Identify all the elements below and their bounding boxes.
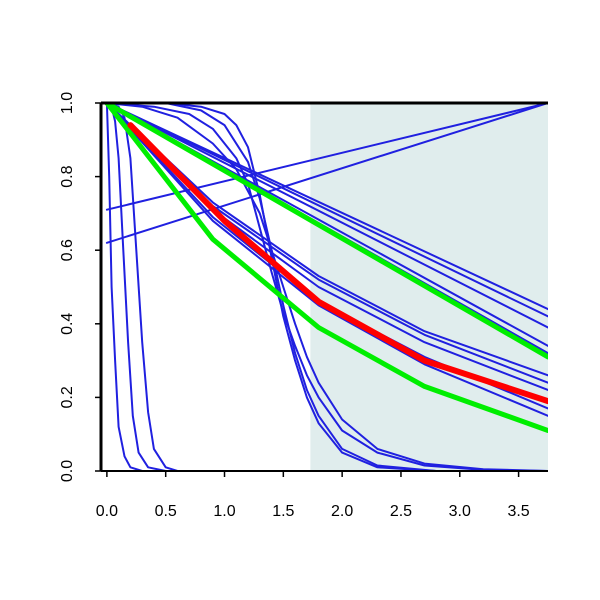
axes-frame [99, 101, 548, 472]
series-line-21 [104, 103, 548, 433]
series-line-2 [105, 103, 548, 471]
x-tick-label: 2.5 [390, 503, 412, 520]
y-tick-label: 0.8 [59, 165, 76, 187]
series-line-12 [105, 103, 548, 329]
y-tick-label: 0.0 [59, 460, 76, 482]
y-axis: 0.0 0.2 0.4 0.6 0.8 1.0 [59, 92, 101, 482]
series-line-19 [105, 103, 548, 417]
x-tick-label: 0.0 [96, 503, 118, 520]
x-tick-label: 1.5 [272, 503, 294, 520]
series-line-1 [105, 103, 548, 471]
series-line-10 [105, 103, 548, 311]
series-line-5 [105, 103, 548, 471]
series-line-22 [127, 122, 548, 405]
series-line-9 [105, 103, 548, 244]
y-tick-label: 0.4 [59, 313, 76, 335]
series-line-20 [104, 103, 548, 360]
x-axis: 0.0 0.5 1.0 1.5 2.0 2.5 3.0 3.5 [96, 471, 530, 520]
series-line-4 [105, 103, 548, 471]
x-tick-label: 3.5 [507, 503, 529, 520]
series-layer [104, 103, 548, 471]
series-line-6 [105, 103, 548, 471]
series-line-8 [105, 103, 548, 211]
x-tick-label: 0.5 [155, 503, 177, 520]
x-tick-label: 2.0 [331, 503, 353, 520]
y-tick-label: 0.6 [59, 239, 76, 261]
y-tick-label: 0.2 [59, 386, 76, 408]
y-tick-label: 1.0 [59, 92, 76, 114]
series-line-11 [105, 103, 548, 318]
x-tick-label: 3.0 [449, 503, 471, 520]
x-tick-label: 1.0 [213, 503, 235, 520]
